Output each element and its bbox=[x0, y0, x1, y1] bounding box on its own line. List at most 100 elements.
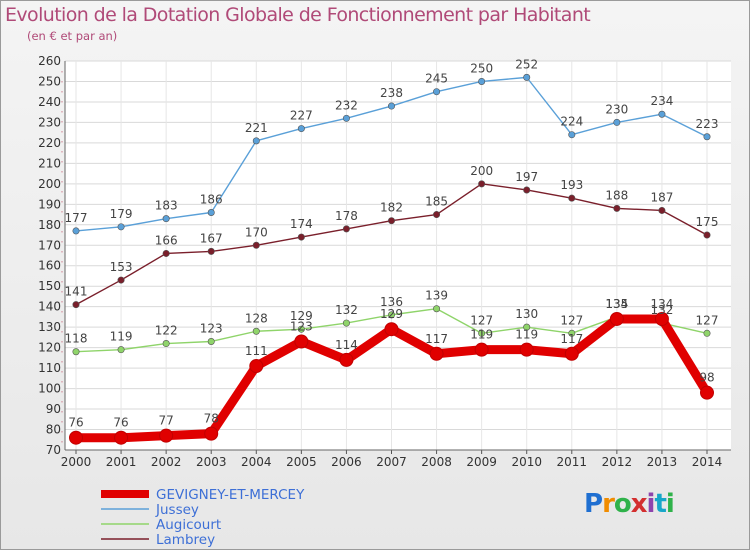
data-point bbox=[117, 223, 125, 231]
logo-letter: r bbox=[602, 489, 615, 519]
data-label: 188 bbox=[605, 188, 628, 202]
y-tick-label: 240 bbox=[38, 95, 61, 109]
data-point bbox=[297, 325, 305, 333]
data-point bbox=[297, 233, 305, 241]
data-label: 221 bbox=[245, 121, 268, 135]
data-point bbox=[339, 352, 354, 367]
grid bbox=[65, 60, 731, 451]
data-point bbox=[658, 206, 666, 214]
data-point bbox=[568, 194, 576, 202]
data-point bbox=[613, 204, 621, 212]
proxiti-logo: Proxiti bbox=[584, 489, 675, 519]
data-labels: 177 179 183 186 221 227 232 238 245 250 252 224 230 2… bbox=[65, 57, 719, 429]
data-point bbox=[69, 430, 83, 445]
y-tick-label: 130 bbox=[38, 320, 61, 334]
data-label: 186 bbox=[200, 193, 223, 207]
data-label: 123 bbox=[290, 319, 313, 333]
series-lines bbox=[69, 73, 714, 445]
x-tick-label: 2008 bbox=[421, 455, 452, 469]
y-tick-label: 100 bbox=[38, 382, 61, 396]
data-point bbox=[342, 319, 350, 327]
data-point bbox=[658, 110, 666, 118]
data-point bbox=[523, 73, 531, 81]
data-label: 252 bbox=[515, 57, 538, 71]
plot-area bbox=[65, 61, 731, 450]
data-label: 197 bbox=[515, 170, 538, 184]
data-label: 134 bbox=[605, 297, 628, 311]
data-point bbox=[114, 430, 129, 445]
data-point bbox=[72, 301, 80, 309]
x-tick-label: 2001 bbox=[106, 455, 137, 469]
data-label: 250 bbox=[470, 61, 493, 75]
data-point bbox=[703, 133, 711, 141]
legend-label: Lambrey bbox=[156, 532, 215, 548]
data-label: 182 bbox=[380, 201, 403, 215]
y-tick-label: 140 bbox=[38, 300, 61, 314]
data-label: 136 bbox=[380, 295, 403, 309]
logo-letter: o bbox=[613, 489, 632, 519]
y-tick-label: 180 bbox=[38, 218, 61, 232]
data-label: 183 bbox=[155, 199, 178, 213]
data-point bbox=[342, 225, 350, 233]
data-label: 117 bbox=[560, 332, 583, 346]
y-tick-label: 190 bbox=[38, 197, 61, 211]
data-point bbox=[433, 211, 441, 219]
logo-letter: i bbox=[665, 489, 675, 519]
data-label: 127 bbox=[470, 313, 493, 327]
data-point bbox=[204, 426, 219, 441]
data-point bbox=[207, 209, 215, 217]
data-point bbox=[703, 329, 711, 337]
data-point bbox=[249, 359, 264, 374]
y-tick-label: 110 bbox=[38, 361, 61, 375]
data-label: 98 bbox=[699, 371, 714, 385]
data-point bbox=[700, 385, 714, 400]
data-point bbox=[72, 227, 80, 235]
data-label: 117 bbox=[425, 332, 448, 346]
y-tick-label: 80 bbox=[46, 423, 61, 437]
data-label: 139 bbox=[425, 289, 448, 303]
data-label: 174 bbox=[290, 217, 313, 231]
chart-subtitle: (en € et par an) bbox=[27, 29, 118, 43]
data-label: 238 bbox=[380, 86, 403, 100]
data-point bbox=[294, 334, 309, 349]
data-label: 232 bbox=[335, 98, 358, 112]
data-point bbox=[387, 102, 395, 110]
data-label: 119 bbox=[515, 328, 538, 342]
legend-label: Jussey bbox=[155, 502, 199, 518]
data-point bbox=[478, 77, 486, 85]
data-label: 230 bbox=[605, 102, 628, 116]
data-label: 78 bbox=[204, 412, 219, 426]
data-label: 223 bbox=[696, 117, 719, 131]
data-label: 119 bbox=[110, 330, 133, 344]
data-point bbox=[568, 329, 576, 337]
data-point bbox=[252, 241, 260, 249]
data-point bbox=[523, 186, 531, 194]
data-label: 193 bbox=[560, 178, 583, 192]
x-tick-label: 2012 bbox=[602, 455, 633, 469]
data-label: 227 bbox=[290, 109, 313, 123]
data-point bbox=[207, 247, 215, 255]
data-label: 127 bbox=[560, 313, 583, 327]
y-tick-label: 90 bbox=[46, 402, 61, 416]
x-tick-label: 2007 bbox=[376, 455, 407, 469]
data-point bbox=[523, 323, 531, 331]
data-point bbox=[478, 180, 486, 188]
x-tick-label: 2004 bbox=[241, 455, 272, 469]
data-point bbox=[654, 311, 669, 326]
data-label: 200 bbox=[470, 164, 493, 178]
data-label: 129 bbox=[290, 309, 313, 323]
x-tick-label: 2013 bbox=[647, 455, 678, 469]
data-label: 178 bbox=[335, 209, 358, 223]
axes: 7080901001101201301401501601701801902002… bbox=[38, 54, 731, 469]
data-label: 245 bbox=[425, 72, 448, 86]
data-point bbox=[474, 342, 489, 357]
data-point bbox=[72, 348, 80, 356]
y-tick-label: 160 bbox=[38, 259, 61, 273]
data-label: 135 bbox=[605, 297, 628, 311]
data-point bbox=[568, 131, 576, 139]
data-label: 166 bbox=[155, 233, 178, 247]
data-point bbox=[342, 114, 350, 122]
data-label: 177 bbox=[65, 211, 88, 225]
data-label: 77 bbox=[159, 414, 174, 428]
